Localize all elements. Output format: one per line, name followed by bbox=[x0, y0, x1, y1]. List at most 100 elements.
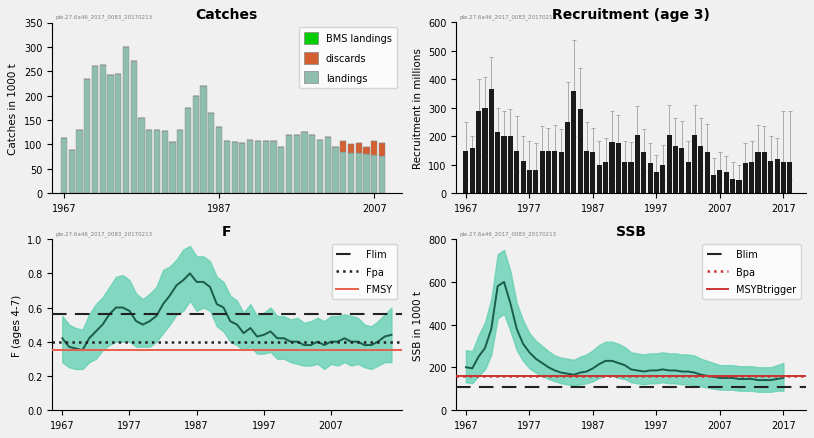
Bar bbox=[278, 148, 284, 194]
Bar bbox=[540, 151, 545, 194]
Y-axis label: Recruitment in millions: Recruitment in millions bbox=[413, 48, 422, 169]
Text: ple.27.6a46_2017_0083_20170213: ple.27.6a46_2017_0083_20170213 bbox=[460, 14, 557, 20]
Bar bbox=[200, 87, 207, 194]
Bar bbox=[603, 162, 608, 194]
Bar bbox=[130, 61, 137, 194]
Bar bbox=[743, 164, 748, 194]
Bar bbox=[584, 151, 589, 194]
Bar bbox=[224, 142, 230, 194]
Text: ple.27.6a46_2017_0083_20170213: ple.27.6a46_2017_0083_20170213 bbox=[460, 230, 557, 236]
Bar bbox=[622, 162, 628, 194]
Bar bbox=[717, 171, 723, 194]
Bar bbox=[546, 151, 551, 194]
Bar bbox=[590, 152, 596, 194]
Bar bbox=[680, 148, 685, 194]
Bar bbox=[597, 166, 602, 194]
Bar bbox=[364, 148, 370, 155]
Bar bbox=[552, 151, 558, 194]
Y-axis label: Catches in 1000 t: Catches in 1000 t bbox=[8, 63, 19, 154]
Bar bbox=[488, 90, 494, 194]
Bar bbox=[724, 173, 729, 194]
Bar bbox=[495, 133, 501, 194]
Legend: BMS landings, discards, landings: BMS landings, discards, landings bbox=[299, 28, 396, 89]
Bar bbox=[768, 161, 773, 194]
Bar bbox=[154, 131, 160, 194]
Bar bbox=[247, 140, 253, 194]
Bar bbox=[520, 161, 526, 194]
Bar bbox=[379, 156, 385, 194]
Bar bbox=[781, 162, 786, 194]
Bar bbox=[527, 171, 532, 194]
Bar bbox=[737, 181, 742, 194]
Bar bbox=[216, 128, 222, 194]
Bar bbox=[463, 151, 469, 194]
Title: Recruitment (age 3): Recruitment (age 3) bbox=[552, 8, 710, 22]
Bar bbox=[514, 151, 519, 194]
Bar bbox=[685, 162, 691, 194]
Legend: Blim, Bpa, MSYBtrigger: Blim, Bpa, MSYBtrigger bbox=[702, 244, 801, 300]
Bar bbox=[301, 133, 308, 194]
Bar bbox=[255, 142, 261, 194]
Bar bbox=[348, 145, 354, 153]
Bar bbox=[364, 155, 370, 194]
Bar bbox=[673, 147, 678, 194]
Bar bbox=[476, 111, 481, 194]
Bar bbox=[68, 151, 75, 194]
Bar bbox=[309, 135, 315, 194]
Title: F: F bbox=[222, 225, 232, 239]
Bar bbox=[231, 143, 238, 194]
Bar bbox=[208, 113, 214, 194]
Bar bbox=[317, 140, 323, 194]
Bar bbox=[698, 147, 703, 194]
Bar bbox=[340, 152, 347, 194]
Bar bbox=[185, 109, 191, 194]
Bar bbox=[501, 137, 506, 194]
Bar bbox=[325, 138, 330, 194]
Bar bbox=[578, 110, 583, 194]
Bar bbox=[648, 164, 653, 194]
Bar bbox=[558, 152, 564, 194]
Bar bbox=[138, 118, 145, 194]
Bar bbox=[565, 123, 570, 194]
Bar bbox=[270, 142, 277, 194]
Bar bbox=[348, 153, 354, 194]
Bar bbox=[775, 160, 780, 194]
Bar bbox=[162, 132, 168, 194]
Bar bbox=[356, 144, 362, 154]
Bar bbox=[533, 171, 538, 194]
Bar bbox=[371, 156, 378, 194]
Bar bbox=[660, 166, 665, 194]
Bar bbox=[294, 135, 300, 194]
Bar bbox=[115, 74, 121, 194]
Bar bbox=[483, 109, 488, 194]
Bar bbox=[641, 152, 646, 194]
Bar bbox=[99, 66, 106, 194]
Y-axis label: F (ages 4-7): F (ages 4-7) bbox=[11, 294, 22, 356]
Bar bbox=[177, 131, 183, 194]
Title: Catches: Catches bbox=[195, 8, 258, 22]
Bar bbox=[470, 148, 475, 194]
Legend: Flim, Fpa, FMSY: Flim, Fpa, FMSY bbox=[331, 244, 396, 300]
Bar bbox=[787, 162, 792, 194]
Bar bbox=[705, 152, 710, 194]
Bar bbox=[610, 143, 615, 194]
Bar bbox=[371, 141, 378, 156]
Bar bbox=[762, 152, 767, 194]
Title: SSB: SSB bbox=[616, 225, 646, 239]
Bar bbox=[379, 144, 385, 156]
Bar bbox=[92, 67, 98, 194]
Bar bbox=[730, 180, 735, 194]
Bar bbox=[508, 137, 513, 194]
Bar bbox=[107, 76, 113, 194]
Bar bbox=[193, 96, 199, 194]
Bar bbox=[263, 142, 269, 194]
Bar bbox=[692, 136, 697, 194]
Bar bbox=[356, 154, 362, 194]
Bar bbox=[711, 175, 716, 194]
Bar bbox=[123, 48, 129, 194]
Text: ple.27.6a46_2017_0083_20170213: ple.27.6a46_2017_0083_20170213 bbox=[55, 14, 153, 20]
Bar bbox=[239, 144, 246, 194]
Bar bbox=[332, 148, 339, 194]
Bar bbox=[286, 135, 292, 194]
Bar bbox=[84, 79, 90, 194]
